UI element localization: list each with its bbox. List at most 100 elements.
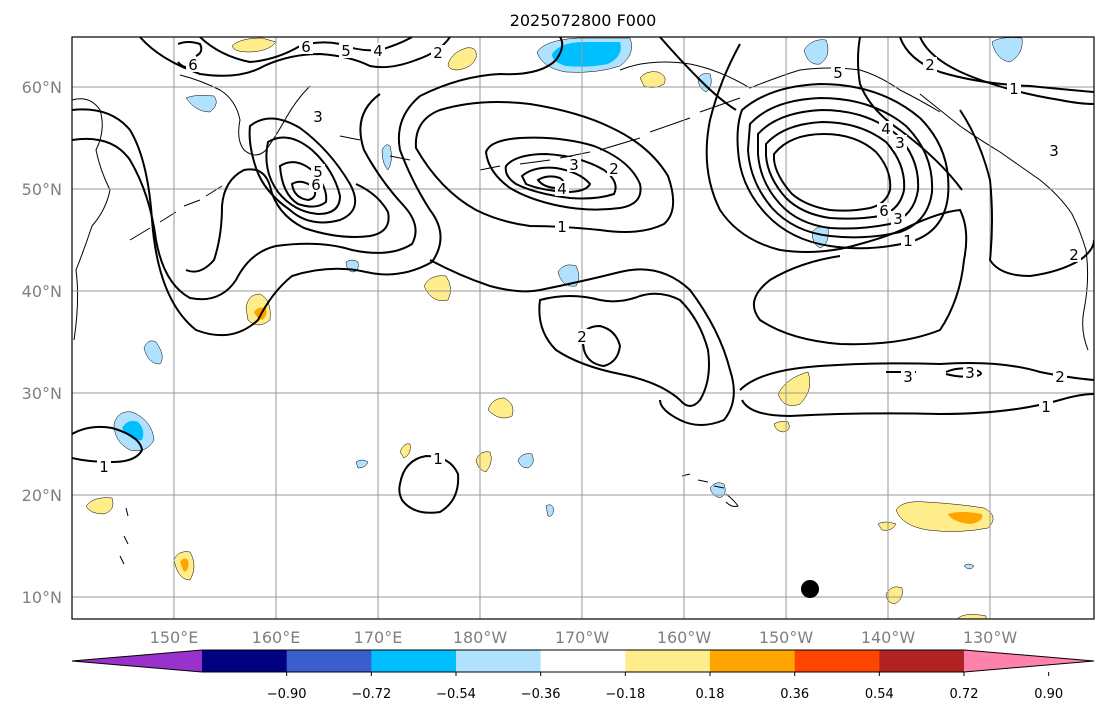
contour-label-background bbox=[431, 45, 445, 60]
contour-label-4-aleutian: 4 bbox=[557, 180, 567, 198]
longitude-label: 140°W bbox=[861, 628, 916, 647]
contour-label-1-aleutian: 1 bbox=[557, 218, 567, 236]
contour-west-2 bbox=[72, 93, 417, 301]
colorbar-extend-min bbox=[72, 650, 202, 672]
contour-east-canada bbox=[959, 109, 1094, 278]
colorbar-segment bbox=[710, 650, 796, 672]
coast-islands-west bbox=[119, 507, 129, 565]
latitude-label: 60°N bbox=[22, 78, 62, 97]
contour-kam-1 bbox=[248, 117, 357, 224]
colorbar-tick-label: 0.90 bbox=[1034, 687, 1063, 702]
contour-label-background bbox=[555, 181, 569, 196]
contour-gulf-3 bbox=[757, 108, 920, 230]
colorbar-segment bbox=[202, 650, 288, 672]
map-title: 2025072800 F000 bbox=[510, 11, 657, 30]
colorbar-tick-label: −0.72 bbox=[351, 687, 391, 702]
contour-label-1-gulf-south: 1 bbox=[903, 232, 913, 250]
colorbar-tick-label: 0.54 bbox=[865, 687, 894, 702]
colorbar-tick-label: 0.18 bbox=[696, 687, 725, 702]
colorbar-segment bbox=[286, 650, 372, 672]
longitude-label: 170°W bbox=[555, 628, 610, 647]
shade-neg-west-1 bbox=[143, 340, 163, 365]
latitude-tick-labels: 60°N 50°N 40°N 30°N 20°N 10°N bbox=[22, 78, 62, 607]
contour-east-1 bbox=[705, 43, 968, 346]
latitude-label: 20°N bbox=[22, 486, 62, 505]
shade-neg-center-3 bbox=[545, 504, 555, 517]
contour-aleutian-1 bbox=[414, 101, 675, 233]
map-frame bbox=[71, 36, 1095, 620]
contour-label-background bbox=[555, 219, 569, 234]
contour-label-2-north: 2 bbox=[433, 44, 443, 62]
contour-label-3-canada: 3 bbox=[1049, 142, 1059, 160]
contour-label-4-gulf: 4 bbox=[881, 120, 891, 138]
contour-label-1-canada: 1 bbox=[1009, 80, 1019, 98]
shade-pos-alaska bbox=[639, 71, 666, 88]
colorbar-segment bbox=[879, 650, 965, 672]
latitude-label: 40°N bbox=[22, 282, 62, 301]
latitude-label: 30°N bbox=[22, 384, 62, 403]
colorbar-tick-label: 0.36 bbox=[780, 687, 809, 702]
shade-pos-se-2 bbox=[877, 521, 897, 531]
contour-label-1-south-central: 1 bbox=[433, 450, 443, 468]
coast-kamchatka bbox=[179, 74, 311, 156]
shade-neg-mid-3 bbox=[557, 264, 580, 287]
shade-pos-east-2 bbox=[773, 421, 790, 433]
contour-label-background bbox=[1039, 399, 1053, 414]
contour-aleutian-2 bbox=[484, 136, 642, 211]
contour-label-background bbox=[431, 451, 445, 466]
contour-north-east-a bbox=[659, 37, 963, 191]
contour-central-big bbox=[429, 259, 735, 426]
shade-neg-west-2-core bbox=[122, 420, 144, 441]
contour-label-background bbox=[309, 177, 323, 192]
longitude-label: 150°W bbox=[759, 628, 814, 647]
contour-label-background bbox=[1053, 369, 1067, 384]
contour-label-background bbox=[893, 135, 907, 150]
contour-central-1 bbox=[538, 292, 710, 407]
longitude-label: 170°E bbox=[354, 628, 403, 647]
contour-gulf-4 bbox=[765, 120, 906, 220]
colorbar-segment bbox=[371, 650, 457, 672]
colorbar-tick-label: −0.54 bbox=[436, 687, 476, 702]
contour-label-background bbox=[891, 211, 905, 226]
contour-label-background bbox=[97, 459, 111, 474]
contour-label-background bbox=[901, 233, 915, 248]
contour-label-2-aleutian: 2 bbox=[609, 160, 619, 178]
contour-label-background bbox=[339, 43, 353, 58]
contour-label-background bbox=[879, 121, 893, 136]
contour-label-background bbox=[186, 57, 200, 72]
contour-label-background bbox=[567, 157, 581, 172]
contour-label-6-north: 6 bbox=[301, 38, 311, 56]
coast-hawaii bbox=[681, 473, 739, 507]
contour-label-3-east-b: 3 bbox=[965, 364, 975, 382]
contour-label-3-gulf: 3 bbox=[895, 134, 905, 152]
colorbar-tick-label: −0.90 bbox=[267, 687, 307, 702]
shade-neg-north-1-core bbox=[552, 42, 621, 67]
shade-pos-mid-1 bbox=[423, 275, 451, 301]
shade-pos-far-west bbox=[85, 497, 114, 515]
contour-label-6-kamchatka: 6 bbox=[311, 176, 321, 194]
contour-label-5-gulf: 5 bbox=[833, 64, 843, 82]
contour-label-background bbox=[607, 161, 621, 176]
colorbar-outline bbox=[71, 649, 1095, 673]
contour-label-2-coast: 2 bbox=[1069, 246, 1079, 264]
contour-label-background bbox=[299, 39, 313, 54]
shade-neg-center-2 bbox=[355, 459, 369, 469]
shade-pos-north-2 bbox=[447, 47, 477, 71]
shade-neg-ne-2 bbox=[991, 37, 1023, 63]
contour-kam-4 bbox=[290, 180, 317, 202]
coast-aleutians bbox=[339, 97, 741, 171]
contour-label-3-east-a: 3 bbox=[903, 368, 913, 386]
contour-label-background bbox=[901, 369, 915, 384]
contour-kam-3 bbox=[278, 161, 328, 208]
contour-label-5-north: 5 bbox=[341, 42, 351, 60]
shade-neg-se bbox=[963, 563, 975, 570]
contour-label-1-east: 1 bbox=[1041, 398, 1051, 416]
contour-label-4-north: 4 bbox=[373, 42, 383, 60]
coast-asia bbox=[72, 98, 111, 341]
contour-label-6-nw: 6 bbox=[188, 56, 198, 74]
shade-pos-north-1 bbox=[231, 37, 277, 53]
contour-label-background bbox=[575, 329, 589, 344]
